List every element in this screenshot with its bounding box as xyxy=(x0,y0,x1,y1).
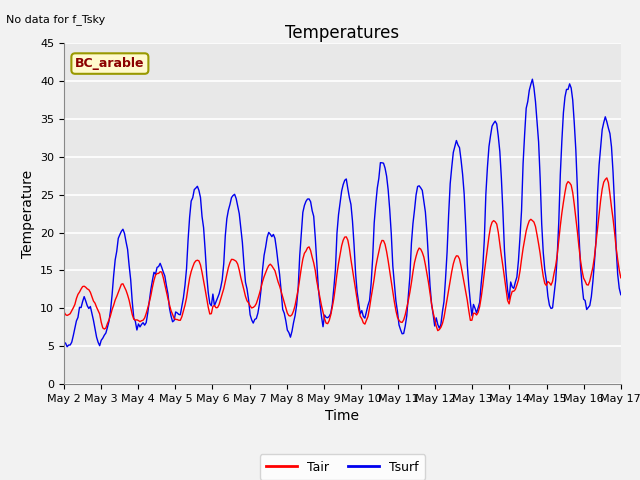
Tsurf xyxy=(130,315,138,321)
Tair xyxy=(244,300,252,306)
Tsurf xyxy=(60,339,68,345)
Tsurf xyxy=(246,312,254,318)
Tsurf xyxy=(228,195,236,201)
Text: No data for f_Tsky: No data for f_Tsky xyxy=(6,14,106,25)
Tair xyxy=(254,296,262,302)
Tair xyxy=(60,309,68,315)
Tair xyxy=(303,245,311,251)
Tair xyxy=(129,312,136,317)
Tsurf xyxy=(617,292,625,298)
Line: Tair: Tair xyxy=(64,178,621,331)
X-axis label: Time: Time xyxy=(325,409,360,423)
Tsurf xyxy=(529,76,536,82)
Tair xyxy=(603,175,611,181)
Tair xyxy=(617,275,625,281)
Tsurf xyxy=(255,301,263,307)
Title: Temperatures: Temperatures xyxy=(285,24,399,42)
Line: Tsurf: Tsurf xyxy=(64,79,621,347)
Tsurf xyxy=(63,344,71,349)
Legend: Tair, Tsurf: Tair, Tsurf xyxy=(260,455,425,480)
Text: BC_arable: BC_arable xyxy=(75,57,145,70)
Y-axis label: Temperature: Temperature xyxy=(20,169,35,258)
Tair xyxy=(226,260,234,265)
Tsurf xyxy=(589,278,596,284)
Tair xyxy=(588,271,595,277)
Tair xyxy=(434,328,442,334)
Tsurf xyxy=(305,196,313,202)
